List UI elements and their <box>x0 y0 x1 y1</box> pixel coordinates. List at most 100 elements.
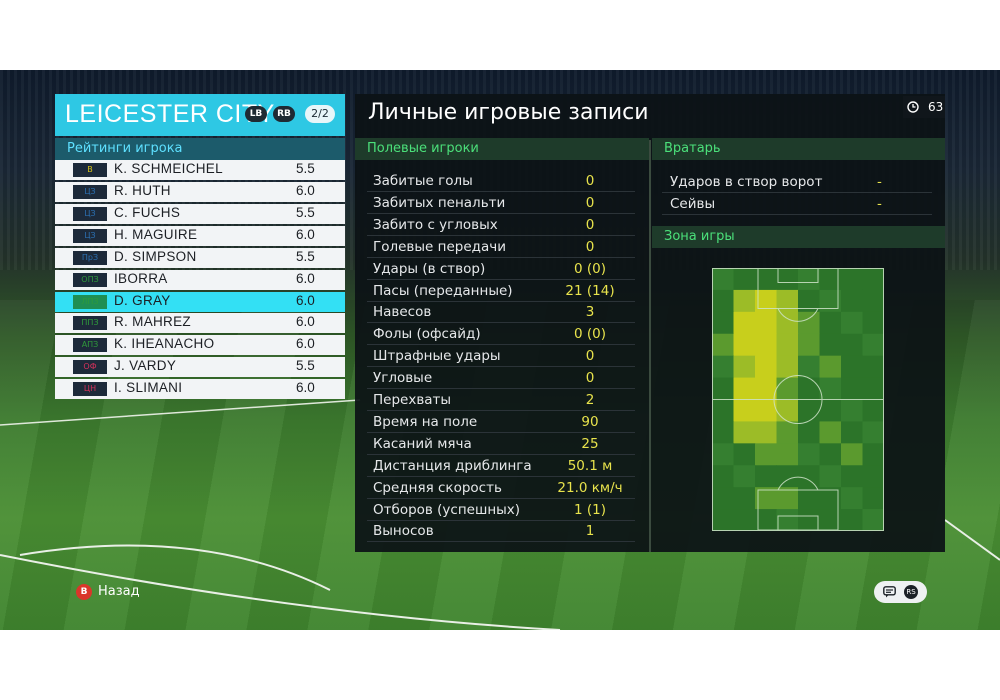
player-row[interactable]: ЦЗ C. FUCHS 5.5 <box>55 204 345 224</box>
heatmap-cell <box>712 465 734 488</box>
heatmap-cell <box>776 399 799 422</box>
zone-header: Зона игры <box>652 226 945 248</box>
heatmap-cell <box>712 443 734 466</box>
goalkeeper-stat-value: - <box>877 196 882 212</box>
stat-row: Перехваты 2 <box>367 390 635 411</box>
player-row[interactable]: ОПЗ IBORRA 6.0 <box>55 270 345 290</box>
heatmap-cell <box>798 289 820 313</box>
stat-label: Забитые голы <box>373 173 473 189</box>
heatmap-cell <box>755 399 777 422</box>
stat-label: Пасы (переданные) <box>373 282 513 299</box>
player-row[interactable]: ЦЗ H. MAGUIRE 6.0 <box>55 226 345 246</box>
stat-row: Касаний мяча 25 <box>367 434 635 455</box>
heatmap-cell <box>776 421 799 444</box>
player-rating: 5.5 <box>296 249 315 264</box>
player-name: J. VARDY <box>114 358 177 373</box>
heatmap-cell <box>733 443 756 466</box>
team-header: LEICESTER CITY LB RB 2/2 <box>55 94 345 136</box>
heatmap-cell <box>755 268 777 291</box>
stat-row: Дистанция дриблинга 50.1 м <box>367 456 635 477</box>
stat-row: Угловые 0 <box>367 368 635 390</box>
heatmap-cell <box>712 333 734 357</box>
heatmap-cell <box>776 377 799 400</box>
heatmap-cell <box>841 487 863 510</box>
heatmap-cell <box>798 399 820 422</box>
records-title: Личные игровые записи <box>368 100 649 125</box>
stat-value: 90 <box>581 413 599 430</box>
heatmap-cell <box>819 289 842 313</box>
player-rating: 6.0 <box>296 336 315 351</box>
heatmap-cell <box>841 465 863 488</box>
stat-row: Навесов 3 <box>367 302 635 324</box>
player-row[interactable]: ППЗ R. MAHREZ 6.0 <box>55 313 345 333</box>
player-rating: 5.5 <box>296 358 315 373</box>
lb-button-icon[interactable]: LB <box>245 106 267 122</box>
stat-row: Забитых пенальти 0 <box>367 193 635 214</box>
player-row[interactable]: ЦН I. SLIMANI 6.0 <box>55 379 345 399</box>
heatmap-cells <box>712 268 884 531</box>
player-row[interactable]: ЛПЗ D. GRAY 6.0 <box>55 292 345 312</box>
heatmap-cell <box>798 509 820 531</box>
back-label[interactable]: Назад <box>98 584 140 599</box>
heatmap-cell <box>712 399 734 422</box>
stat-label: Выносов <box>373 523 434 540</box>
panel-divider <box>649 140 651 552</box>
heatmap-cell <box>819 443 842 466</box>
heatmap-cell <box>862 377 884 400</box>
player-name: C. FUCHS <box>114 205 181 220</box>
player-rating: 6.0 <box>296 271 315 286</box>
position-badge: ЦН <box>73 382 107 396</box>
stat-label: Перехваты <box>373 392 452 408</box>
stat-value: 21.0 км/ч <box>557 479 623 496</box>
heatmap-cell <box>755 465 777 488</box>
position-badge: ЦЗ <box>73 207 107 221</box>
pitch-lines <box>0 399 1000 630</box>
heatmap-cell <box>819 487 842 510</box>
match-clock: 63 <box>903 96 945 118</box>
player-row[interactable]: ПрЗ D. SIMPSON 5.5 <box>55 248 345 268</box>
heatmap-cell <box>733 487 756 510</box>
heatmap-cell <box>755 355 777 379</box>
rs-stick-icon[interactable]: RS <box>904 585 918 599</box>
heatmap-pitch <box>712 268 884 531</box>
stat-label: Фолы (офсайд) <box>373 326 481 343</box>
stat-row: Средняя скорость 21.0 км/ч <box>367 478 635 499</box>
heatmap-cell <box>862 487 884 510</box>
player-row[interactable]: ЦЗ R. HUTH 6.0 <box>55 182 345 202</box>
heatmap-cell <box>712 268 734 291</box>
heatmap-cell <box>798 487 820 510</box>
stat-row: Отборов (успешных) 1 (1) <box>367 500 635 521</box>
position-badge: В <box>73 163 107 177</box>
player-row[interactable]: В K. SCHMEICHEL 5.5 <box>55 160 345 180</box>
stat-value: 50.1 м <box>567 457 613 474</box>
heatmap-cell <box>733 333 756 357</box>
heatmap-cell <box>841 377 863 400</box>
heatmap-cell <box>841 333 863 357</box>
stat-value: 1 <box>585 523 595 540</box>
back-button-icon[interactable]: B <box>76 584 92 600</box>
heatmap-cell <box>755 333 777 357</box>
heatmap-cell <box>862 268 884 291</box>
player-name: D. GRAY <box>114 293 171 308</box>
goalkeeper-stat-label: Ударов в створ ворот <box>670 174 823 190</box>
chat-bubble-icon[interactable] <box>883 586 896 598</box>
rb-button-icon[interactable]: RB <box>273 106 295 122</box>
stat-label: Время на поле <box>373 413 478 430</box>
player-row[interactable]: АПЗ K. IHEANACHO 6.0 <box>55 335 345 355</box>
position-badge: ПрЗ <box>73 251 107 265</box>
player-name: H. MAGUIRE <box>114 227 198 242</box>
heatmap-cell <box>798 333 820 357</box>
player-row[interactable]: ОФ J. VARDY 5.5 <box>55 357 345 377</box>
heatmap-cell <box>841 443 863 466</box>
player-name: D. SIMPSON <box>114 249 197 264</box>
heatmap-cell <box>712 509 734 531</box>
heatmap-cell <box>755 421 777 444</box>
heatmap-cell <box>862 333 884 357</box>
heatmap-cell <box>733 509 756 531</box>
stat-value: 3 <box>585 304 595 321</box>
position-badge: ППЗ <box>73 316 107 330</box>
player-rating: 5.5 <box>296 205 315 220</box>
footer-controls[interactable]: RS <box>874 581 927 603</box>
heatmap-cell <box>862 421 884 444</box>
goalkeeper-stat-row: Ударов в створ ворот - <box>662 171 932 193</box>
